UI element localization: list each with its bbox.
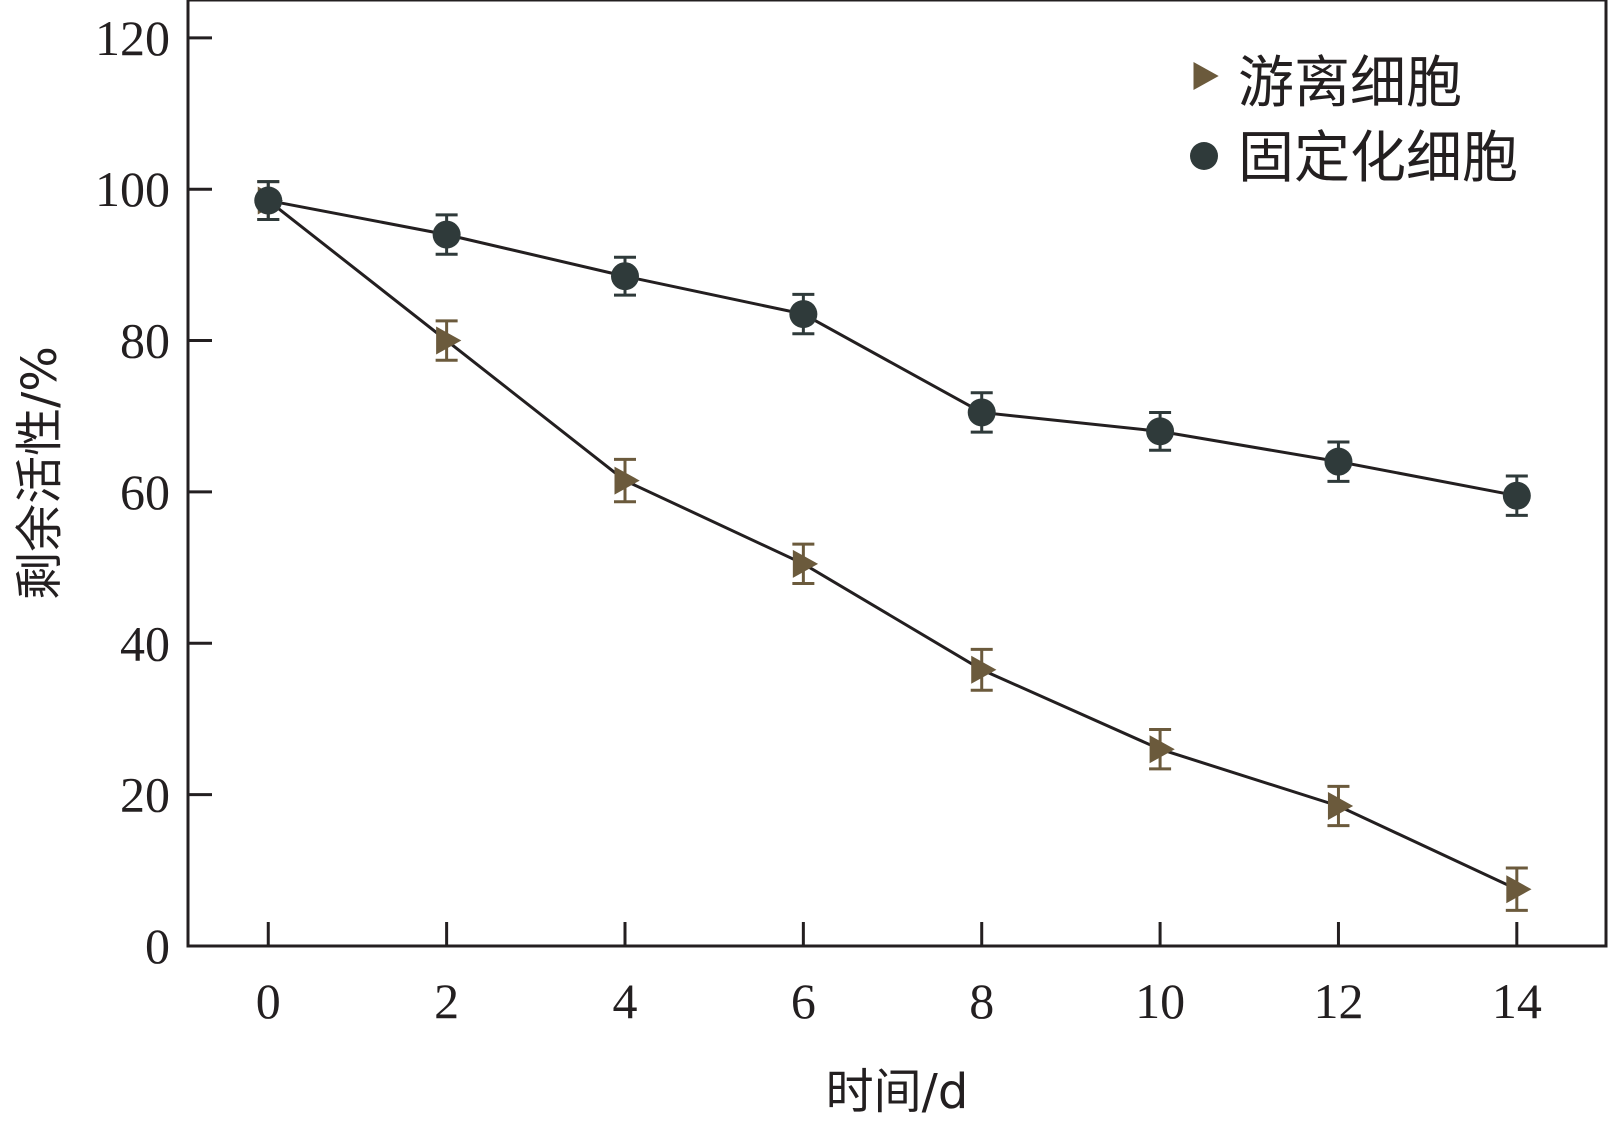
series-free-cells bbox=[257, 180, 1532, 912]
data-point bbox=[789, 300, 818, 329]
plot-frame bbox=[186, 0, 1608, 948]
x-tick-label: 6 bbox=[791, 973, 816, 1029]
series-immobilized-cells bbox=[254, 180, 1531, 517]
y-tick-label: 120 bbox=[95, 10, 170, 66]
data-point bbox=[1324, 447, 1353, 476]
series-line bbox=[267, 199, 1518, 498]
x-tick-label: 10 bbox=[1135, 973, 1185, 1029]
y-axis: 0 20 40 60 80 100 120 bbox=[95, 10, 212, 974]
data-point bbox=[614, 466, 640, 495]
x-tick-label: 12 bbox=[1313, 973, 1363, 1029]
data-point bbox=[610, 262, 639, 291]
x-tick-label: 14 bbox=[1492, 973, 1542, 1029]
x-tick-label: 2 bbox=[434, 973, 459, 1029]
data-point bbox=[254, 186, 283, 215]
y-tick-label: 40 bbox=[120, 615, 170, 671]
legend-label-free-cells: 游离细胞 bbox=[1238, 51, 1462, 116]
data-point bbox=[436, 326, 462, 355]
legend-marker-free-cells bbox=[1193, 62, 1219, 90]
series-line bbox=[267, 199, 1518, 891]
y-tick-label: 100 bbox=[95, 161, 170, 217]
data-point bbox=[1506, 875, 1532, 904]
legend-marker-immobilized-cells bbox=[1190, 142, 1218, 170]
data-point bbox=[1149, 735, 1175, 764]
x-axis: 0 2 4 6 8 10 12 14 bbox=[256, 922, 1542, 1029]
data-point bbox=[1327, 791, 1354, 820]
y-tick-label: 0 bbox=[145, 918, 170, 974]
data-point bbox=[432, 220, 461, 249]
x-axis-label: 时间/d bbox=[826, 1064, 969, 1120]
y-tick-label: 80 bbox=[120, 313, 170, 369]
x-tick-label: 4 bbox=[612, 973, 637, 1029]
y-axis-label: 剩余活性/% bbox=[12, 346, 68, 600]
data-point bbox=[967, 398, 996, 427]
y-tick-label: 60 bbox=[120, 464, 170, 520]
x-tick-label: 8 bbox=[969, 973, 994, 1029]
data-point bbox=[1146, 417, 1175, 446]
data-point bbox=[792, 549, 819, 578]
series-layer bbox=[254, 180, 1532, 912]
data-point bbox=[1502, 481, 1531, 510]
data-point bbox=[971, 655, 997, 684]
legend-label-immobilized-cells: 固定化细胞 bbox=[1238, 126, 1518, 191]
legend: 游离细胞 固定化细胞 bbox=[1190, 51, 1518, 191]
x-tick-label: 0 bbox=[256, 973, 281, 1029]
y-tick-label: 20 bbox=[120, 767, 170, 823]
